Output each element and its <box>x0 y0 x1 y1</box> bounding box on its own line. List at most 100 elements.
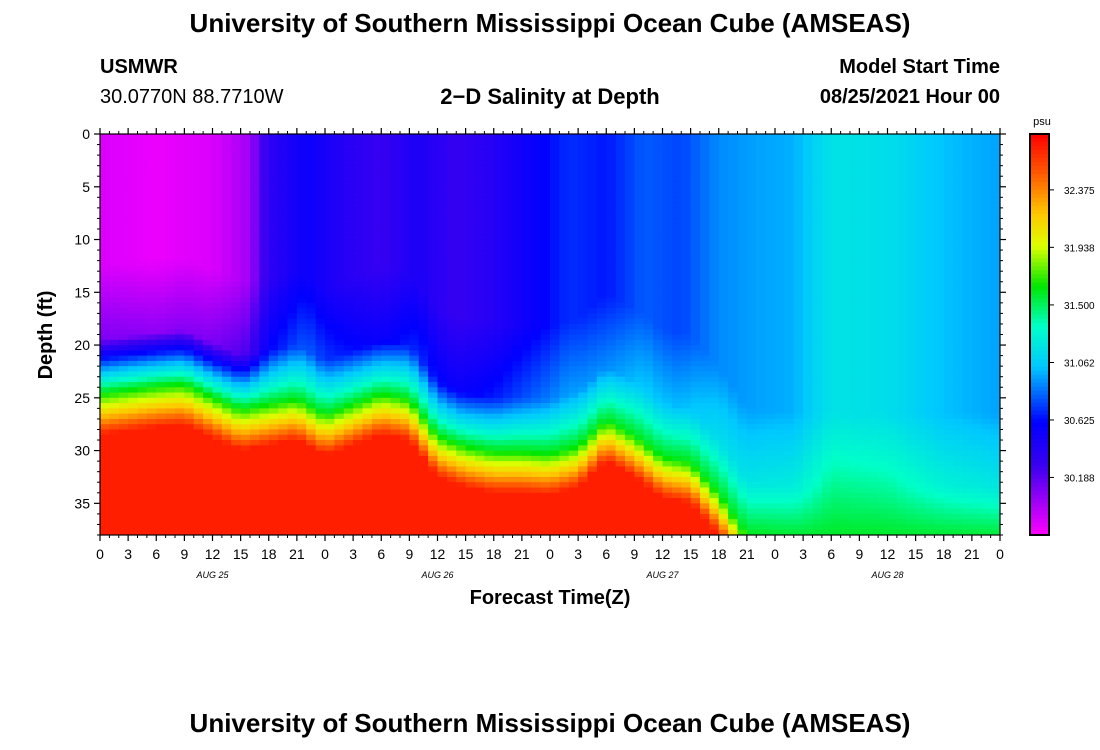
heatmap-cell <box>118 165 129 172</box>
heatmap-cell <box>643 207 654 214</box>
heatmap-cell <box>390 376 401 383</box>
heatmap-cell <box>334 376 345 383</box>
heatmap-cell <box>109 487 120 494</box>
heatmap-cell <box>465 260 476 267</box>
heatmap-cell <box>296 170 307 177</box>
heatmap-cell <box>296 445 307 452</box>
heatmap-cell <box>193 134 204 140</box>
heatmap-cell <box>568 186 579 193</box>
heatmap-cell <box>653 149 664 156</box>
heatmap-cell <box>250 329 260 336</box>
heatmap-cell <box>625 218 635 225</box>
heatmap-cell <box>540 186 551 193</box>
heatmap-cell <box>578 265 589 272</box>
heatmap-cell <box>343 413 354 420</box>
heatmap-cell <box>540 234 551 241</box>
heatmap-cell <box>259 471 270 478</box>
heatmap-cell <box>156 281 167 288</box>
heatmap-cell <box>193 408 204 415</box>
heatmap-cell <box>456 529 467 535</box>
heatmap-cell <box>653 466 664 473</box>
heatmap-cell <box>634 223 645 230</box>
heatmap-cell <box>371 403 382 409</box>
heatmap-cell <box>521 139 532 146</box>
heatmap-cell <box>531 524 542 531</box>
heatmap-cell <box>503 455 514 462</box>
heatmap-cell <box>231 244 242 251</box>
heatmap-cell <box>428 424 439 431</box>
heatmap-cell <box>493 139 504 146</box>
heatmap-cell <box>456 350 467 357</box>
heatmap-cell <box>475 292 485 299</box>
heatmap-cell <box>465 149 476 156</box>
heatmap-cell <box>578 144 589 151</box>
heatmap-cell <box>259 455 270 462</box>
heatmap-cell <box>165 371 176 378</box>
heatmap-cell <box>221 255 232 262</box>
heatmap-cell <box>165 339 176 346</box>
heatmap-cell <box>212 186 223 193</box>
heatmap-cell <box>128 255 139 262</box>
heatmap-cell <box>446 455 457 462</box>
heatmap-cell <box>203 371 214 378</box>
heatmap-cell <box>587 471 598 478</box>
heatmap-cell <box>100 239 110 246</box>
heatmap-cell <box>306 323 317 330</box>
heatmap-cell <box>287 445 298 452</box>
heatmap-cell <box>250 276 260 283</box>
heatmap-cell <box>531 413 542 420</box>
heatmap-cell <box>568 519 579 526</box>
heatmap-cell <box>653 165 664 172</box>
heatmap-cell <box>596 387 607 394</box>
heatmap-cell <box>306 192 317 198</box>
heatmap-cell <box>231 482 242 489</box>
heatmap-cell <box>662 350 673 357</box>
heatmap-cell <box>353 213 364 220</box>
heatmap-cell <box>662 244 673 251</box>
heatmap-cell <box>437 418 448 425</box>
heatmap-cell <box>137 197 148 204</box>
heatmap-cell <box>418 498 429 504</box>
heatmap-cell <box>437 318 448 325</box>
heatmap-cell <box>625 445 635 452</box>
heatmap-cell <box>109 366 120 373</box>
heatmap-cell <box>409 165 420 172</box>
heatmap-cell <box>240 165 251 172</box>
heatmap-cell <box>521 392 532 399</box>
heatmap-cell <box>625 313 635 320</box>
heatmap-cell <box>709 144 720 151</box>
heatmap-cell <box>203 192 214 198</box>
heatmap-cell <box>503 434 514 441</box>
heatmap-cell <box>596 181 607 188</box>
heatmap-cell <box>381 529 392 535</box>
heatmap-cell <box>690 228 701 235</box>
heatmap-cell <box>325 371 335 378</box>
heatmap-cell <box>296 461 307 468</box>
heatmap-cell <box>493 418 504 425</box>
heatmap-cell <box>587 529 598 535</box>
heatmap-cell <box>418 228 429 235</box>
heatmap-cell <box>278 329 289 336</box>
heatmap-cell <box>203 207 214 214</box>
heatmap-cell <box>625 418 635 425</box>
heatmap-cell <box>381 302 392 309</box>
heatmap-cell <box>343 403 354 409</box>
heatmap-cell <box>550 450 560 457</box>
heatmap-cell <box>203 323 214 330</box>
heatmap-cell <box>671 403 682 409</box>
heatmap-cell <box>212 466 223 473</box>
heatmap-cell <box>221 508 232 515</box>
heatmap-cell <box>671 134 682 140</box>
heatmap-cell <box>362 244 373 251</box>
heatmap-cell <box>634 471 645 478</box>
heatmap-cell <box>203 139 214 146</box>
heatmap-cell <box>343 192 354 198</box>
heatmap-cell <box>428 302 439 309</box>
heatmap-cell <box>100 260 110 267</box>
heatmap-cell <box>137 260 148 267</box>
heatmap-cell <box>268 271 279 278</box>
heatmap-cell <box>512 487 523 494</box>
heatmap-cell <box>493 260 504 267</box>
heatmap-cell <box>259 482 270 489</box>
heatmap-cell <box>578 165 589 172</box>
